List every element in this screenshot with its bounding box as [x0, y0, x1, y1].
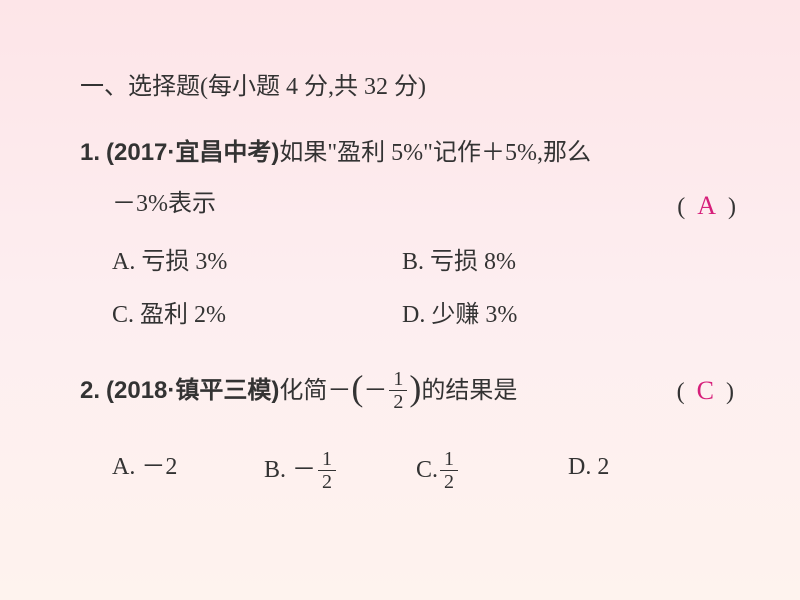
q2-source: (2018·镇平三模) [106, 372, 279, 410]
q2-optb-frac: 12 [318, 448, 336, 493]
q2-option-d: D. 2 [568, 448, 720, 493]
q1-answer: A [697, 191, 716, 220]
q2-prefix: 2. [80, 372, 100, 410]
q2-option-b: B. －12 [264, 448, 416, 493]
q1-line1: 1. (2017·宜昌中考)如果"盈利 5%"记作＋5%,那么 [80, 134, 740, 172]
q2-option-a: A. －2 [112, 448, 264, 493]
q1-text2: －3%表示 [112, 191, 216, 217]
big-paren-open: ( [351, 360, 363, 418]
q2-optc-label: C. [416, 451, 438, 489]
q2-fraction: 12 [389, 368, 407, 413]
paren-close: ) [728, 194, 736, 220]
optc-num: 1 [440, 448, 458, 471]
optb-num: 1 [318, 448, 336, 471]
q1-options-row1: A. 亏损 3% B. 亏损 8% [80, 243, 740, 281]
q1-source: (2017·宜昌中考) [106, 139, 279, 166]
q2-inner-sign: － [363, 372, 387, 410]
paren-open: ( [677, 194, 685, 220]
question-2: 2. (2018·镇平三模)化简－(－12)的结果是 (C) A. －2 B. … [80, 362, 740, 493]
q1-answer-group: ( A) [677, 185, 736, 227]
q2-answer: C [697, 376, 714, 405]
q2-line: 2. (2018·镇平三模)化简－(－12)的结果是 (C) [80, 362, 740, 420]
q2-optc-frac: 12 [440, 448, 458, 493]
q2-answer-group: ( C) [677, 370, 740, 412]
q1-option-a: A. 亏损 3% [112, 243, 402, 281]
q2-option-c: C. 12 [416, 448, 568, 493]
frac-den: 2 [389, 391, 407, 413]
q2-options-row: A. －2 B. －12 C. 12 D. 2 [80, 448, 740, 493]
frac-num: 1 [389, 368, 407, 391]
big-paren-close: ) [409, 360, 421, 418]
question-1: 1. (2017·宜昌中考)如果"盈利 5%"记作＋5%,那么 －3%表示 ( A… [80, 134, 740, 334]
q2-after: 的结果是 [421, 372, 517, 410]
paren-close: ) [726, 379, 734, 405]
q1-line2: －3%表示 ( A) [80, 185, 740, 223]
q2-before: 化简－ [279, 372, 351, 410]
q1-text1: 如果"盈利 5%"记作＋5%,那么 [279, 140, 591, 166]
section-header: 一、选择题(每小题 4 分,共 32 分) [80, 68, 740, 106]
q2-optb-label: B. － [264, 451, 316, 489]
q1-options-row2: C. 盈利 2% D. 少赚 3% [80, 296, 740, 334]
optc-den: 2 [440, 471, 458, 493]
q1-option-c: C. 盈利 2% [112, 296, 402, 334]
optb-den: 2 [318, 471, 336, 493]
q2-text-group: 2. (2018·镇平三模)化简－(－12)的结果是 [80, 362, 517, 420]
worksheet-content: 一、选择题(每小题 4 分,共 32 分) 1. (2017·宜昌中考)如果"盈… [0, 0, 800, 561]
q1-option-b: B. 亏损 8% [402, 243, 740, 281]
paren-open: ( [677, 379, 685, 405]
q1-prefix: 1. [80, 139, 100, 166]
q1-option-d: D. 少赚 3% [402, 296, 740, 334]
